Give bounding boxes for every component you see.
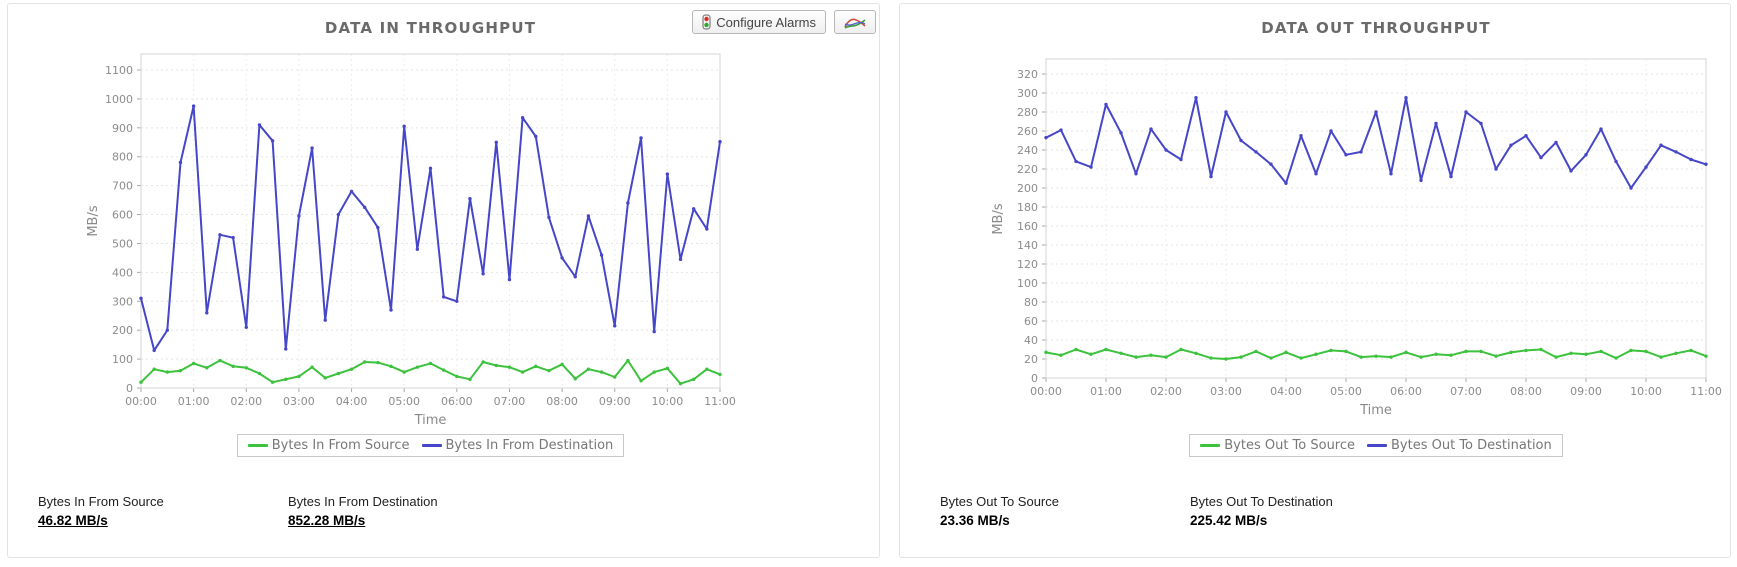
legend-item-source[interactable]: Bytes In From Source xyxy=(247,438,410,453)
svg-text:160: 160 xyxy=(1017,220,1038,233)
svg-text:320: 320 xyxy=(1017,68,1038,81)
svg-text:600: 600 xyxy=(112,209,133,222)
svg-text:700: 700 xyxy=(112,180,133,193)
green-series-swatch-icon xyxy=(247,444,268,447)
chart-legend: Bytes In From Source Bytes In From Desti… xyxy=(141,434,720,457)
svg-text:120: 120 xyxy=(1017,258,1038,271)
svg-text:140: 140 xyxy=(1017,239,1038,252)
traffic-light-icon xyxy=(702,14,711,30)
stat-bytes-in-from-destination: Bytes In From Destination 852.28 MB/s xyxy=(288,494,538,528)
stat-label: Bytes In From Source xyxy=(38,494,164,509)
svg-text:08:00: 08:00 xyxy=(546,395,578,408)
svg-text:07:00: 07:00 xyxy=(1450,385,1482,398)
svg-text:40: 40 xyxy=(1024,334,1038,347)
svg-text:01:00: 01:00 xyxy=(178,395,210,408)
svg-text:04:00: 04:00 xyxy=(1270,385,1302,398)
svg-text:200: 200 xyxy=(112,324,133,337)
svg-text:06:00: 06:00 xyxy=(441,395,473,408)
svg-text:1100: 1100 xyxy=(105,64,133,77)
legend-label: Bytes In From Source xyxy=(271,438,410,453)
svg-text:02:00: 02:00 xyxy=(1150,385,1182,398)
stat-bytes-in-from-source: Bytes In From Source 46.82 MB/s xyxy=(38,494,288,528)
legend-item-destination[interactable]: Bytes Out To Destination xyxy=(1367,438,1552,453)
blue-series-swatch-icon xyxy=(421,444,442,447)
svg-text:0: 0 xyxy=(126,382,133,395)
stat-label: Bytes Out To Source xyxy=(940,494,1059,509)
svg-text:MB/s: MB/s xyxy=(991,203,1006,235)
svg-text:MB/s: MB/s xyxy=(86,205,101,237)
svg-text:260: 260 xyxy=(1017,125,1038,138)
svg-text:900: 900 xyxy=(112,122,133,135)
svg-text:02:00: 02:00 xyxy=(230,395,262,408)
svg-text:180: 180 xyxy=(1017,201,1038,214)
svg-text:240: 240 xyxy=(1017,144,1038,157)
blue-series-swatch-icon xyxy=(1367,444,1388,447)
svg-text:09:00: 09:00 xyxy=(1570,385,1602,398)
legend-label: Bytes Out To Destination xyxy=(1391,438,1552,453)
svg-text:08:00: 08:00 xyxy=(1510,385,1542,398)
stat-label: Bytes Out To Destination xyxy=(1190,494,1333,509)
stat-bytes-out-to-source: Bytes Out To Source 23.36 MB/s xyxy=(940,494,1190,528)
svg-text:10:00: 10:00 xyxy=(1630,385,1662,398)
chart-title: DATA OUT THROUGHPUT xyxy=(1261,19,1491,37)
legend-item-destination[interactable]: Bytes In From Destination xyxy=(421,438,614,453)
configure-alarms-button[interactable]: Configure Alarms xyxy=(692,10,826,34)
stat-value-link[interactable]: 46.82 MB/s xyxy=(38,513,108,528)
stat-bytes-out-to-destination: Bytes Out To Destination 225.42 MB/s xyxy=(1190,494,1440,528)
svg-text:10:00: 10:00 xyxy=(652,395,684,408)
svg-text:05:00: 05:00 xyxy=(1330,385,1362,398)
stat-value: 225.42 MB/s xyxy=(1190,513,1268,528)
svg-text:100: 100 xyxy=(1017,277,1038,290)
current-values-row: Bytes Out To Source 23.36 MB/s Bytes Out… xyxy=(940,494,1440,528)
stat-label: Bytes In From Destination xyxy=(288,494,438,509)
svg-text:11:00: 11:00 xyxy=(704,395,736,408)
svg-text:03:00: 03:00 xyxy=(283,395,315,408)
svg-text:06:00: 06:00 xyxy=(1390,385,1422,398)
stat-value: 23.36 MB/s xyxy=(940,513,1010,528)
data-out-chart-canvas[interactable]: 0 20 40 60 80 100 120 140 160 180 200 220 240 260 280 3… xyxy=(900,4,1730,429)
svg-text:11:00: 11:00 xyxy=(1690,385,1722,398)
svg-text:09:00: 09:00 xyxy=(599,395,631,408)
svg-text:00:00: 00:00 xyxy=(1030,385,1062,398)
data-in-panel: Configure Alarms DATA IN THROUGHPUT 0 100… xyxy=(7,3,880,558)
svg-text:400: 400 xyxy=(112,266,133,279)
svg-text:07:00: 07:00 xyxy=(494,395,526,408)
svg-text:1000: 1000 xyxy=(105,93,133,106)
data-in-chart-canvas[interactable]: 0 100 200 300 400 500 600 700 800 900 1000 1100 00:0… xyxy=(8,4,880,429)
svg-text:280: 280 xyxy=(1017,106,1038,119)
svg-text:800: 800 xyxy=(112,151,133,164)
chart-title: DATA IN THROUGHPUT xyxy=(324,19,537,37)
configure-alarms-label: Configure Alarms xyxy=(716,14,816,30)
legend-label: Bytes Out To Source xyxy=(1224,438,1356,453)
svg-text:04:00: 04:00 xyxy=(336,395,368,408)
svg-text:01:00: 01:00 xyxy=(1090,385,1122,398)
green-series-swatch-icon xyxy=(1200,444,1221,447)
svg-text:60: 60 xyxy=(1024,315,1038,328)
svg-text:00:00: 00:00 xyxy=(125,395,157,408)
legend-label: Bytes In From Destination xyxy=(445,438,614,453)
svg-text:05:00: 05:00 xyxy=(388,395,420,408)
svg-text:200: 200 xyxy=(1017,182,1038,195)
svg-text:300: 300 xyxy=(112,295,133,308)
svg-text:80: 80 xyxy=(1024,296,1038,309)
chart-toolbar: Configure Alarms xyxy=(692,10,876,34)
svg-text:Time: Time xyxy=(414,413,447,428)
current-values-row: Bytes In From Source 46.82 MB/s Bytes In… xyxy=(38,494,538,528)
svg-text:Time: Time xyxy=(1359,403,1392,418)
svg-text:0: 0 xyxy=(1031,372,1038,385)
line-chart-icon xyxy=(843,15,867,30)
svg-text:100: 100 xyxy=(112,353,133,366)
svg-text:500: 500 xyxy=(112,237,133,250)
compare-graphs-button[interactable] xyxy=(834,10,876,34)
svg-text:300: 300 xyxy=(1017,87,1038,100)
legend-item-source[interactable]: Bytes Out To Source xyxy=(1200,438,1355,453)
stat-value-link[interactable]: 852.28 MB/s xyxy=(288,513,366,528)
data-out-panel: DATA OUT THROUGHPUT 0 20 40 60 80 100 120 140 16… xyxy=(899,3,1731,558)
chart-legend: Bytes Out To Source Bytes Out To Destina… xyxy=(1046,434,1706,457)
svg-text:03:00: 03:00 xyxy=(1210,385,1242,398)
svg-text:220: 220 xyxy=(1017,163,1038,176)
svg-text:20: 20 xyxy=(1024,353,1038,366)
